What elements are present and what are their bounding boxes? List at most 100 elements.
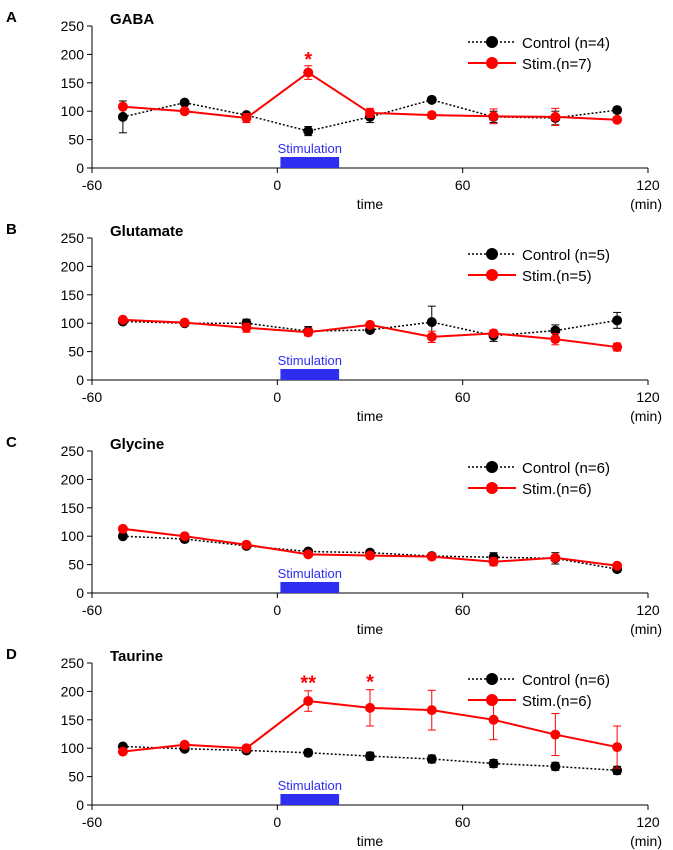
data-point <box>179 531 190 542</box>
panel-letter: D <box>6 646 17 663</box>
y-tick-label: 50 <box>68 344 84 360</box>
x-tick-label: 0 <box>273 814 281 830</box>
y-tick-label: 50 <box>68 557 84 573</box>
data-point <box>550 334 561 345</box>
x-axis-unit: (min) <box>630 621 662 637</box>
data-point <box>117 531 128 542</box>
y-tick-label: 250 <box>61 230 85 246</box>
data-point <box>117 746 128 757</box>
data-point <box>303 549 314 560</box>
legend: Control (n=6) Stim.(n=6) <box>468 460 610 498</box>
data-point <box>241 113 252 124</box>
stimulation-bar <box>280 582 340 593</box>
legend-marker <box>486 673 498 685</box>
x-axis-unit: (min) <box>630 196 662 212</box>
data-point <box>550 552 561 563</box>
stimulation-label: Stimulation <box>278 778 342 793</box>
data-point <box>550 111 561 122</box>
data-point <box>426 94 437 105</box>
data-point <box>365 107 375 118</box>
y-tick-label: 150 <box>61 287 85 303</box>
y-tick-label: 200 <box>61 258 85 274</box>
legend-label: Stim.(n=5) <box>522 268 592 285</box>
panel-letter: A <box>6 9 17 26</box>
legend: Control (n=5) Stim.(n=5) <box>468 247 610 285</box>
series-control <box>117 741 623 776</box>
y-tick-label: 250 <box>61 18 85 34</box>
y-tick-label: 0 <box>76 585 84 601</box>
y-tick-label: 200 <box>61 683 85 699</box>
stimulation-bar <box>280 369 340 380</box>
y-tick-label: 150 <box>61 500 85 516</box>
x-tick-label: 60 <box>455 602 471 618</box>
legend-label: Stim.(n=6) <box>522 693 592 710</box>
data-point <box>179 106 190 117</box>
data-point <box>426 317 437 328</box>
data-point <box>117 523 128 534</box>
stimulation-bar <box>280 794 340 805</box>
x-axis-label: time <box>357 196 384 212</box>
legend-marker <box>486 36 498 48</box>
stimulation-label: Stimulation <box>278 566 342 581</box>
y-tick-label: 200 <box>61 471 85 487</box>
data-point <box>426 753 437 764</box>
legend-label: Control (n=5) <box>522 247 610 264</box>
data-point <box>365 751 375 762</box>
significance-marker: ** <box>300 673 316 695</box>
data-point <box>426 705 437 716</box>
y-tick-label: 200 <box>61 46 85 62</box>
legend-marker <box>486 461 498 473</box>
x-tick-label: -60 <box>82 177 102 193</box>
panel-letter: C <box>6 434 17 451</box>
data-point <box>550 761 561 772</box>
legend: Control (n=6) Stim.(n=6) <box>468 672 610 710</box>
y-tick-label: 100 <box>61 315 85 331</box>
data-point <box>488 556 499 567</box>
data-point <box>179 739 190 750</box>
series-stim <box>117 314 623 353</box>
data-point <box>303 126 314 137</box>
x-tick-label: 120 <box>636 814 660 830</box>
data-point <box>612 315 623 326</box>
data-point <box>426 551 437 562</box>
significance-marker: * <box>366 672 374 694</box>
data-point <box>117 111 128 122</box>
y-tick-label: 100 <box>61 740 85 756</box>
y-tick-label: 0 <box>76 160 84 176</box>
y-tick-label: 150 <box>61 75 85 91</box>
y-tick-label: 100 <box>61 103 85 119</box>
y-tick-label: 250 <box>61 443 85 459</box>
data-point <box>612 114 623 125</box>
legend-marker <box>486 482 498 494</box>
data-point <box>365 319 375 330</box>
data-point <box>179 97 190 108</box>
data-point <box>117 314 128 325</box>
stimulation-bar <box>280 157 340 168</box>
data-point <box>612 105 623 116</box>
data-point <box>488 714 499 725</box>
x-tick-label: 60 <box>455 177 471 193</box>
data-point <box>488 111 499 122</box>
stimulation-label: Stimulation <box>278 141 342 156</box>
data-point <box>426 110 437 121</box>
data-point <box>303 327 314 338</box>
data-point <box>365 702 375 713</box>
data-point <box>426 331 437 342</box>
panel-title: Glutamate <box>110 223 183 240</box>
x-tick-label: 120 <box>636 389 660 405</box>
x-tick-label: 60 <box>455 389 471 405</box>
data-point <box>612 560 623 571</box>
series-stim <box>117 689 623 769</box>
legend-label: Stim.(n=7) <box>522 56 592 73</box>
y-tick-label: 150 <box>61 712 85 728</box>
legend-label: Stim.(n=6) <box>522 481 592 498</box>
x-tick-label: 0 <box>273 177 281 193</box>
data-point <box>179 317 190 328</box>
data-point <box>303 67 314 78</box>
y-tick-label: 0 <box>76 797 84 813</box>
data-point <box>117 101 128 112</box>
